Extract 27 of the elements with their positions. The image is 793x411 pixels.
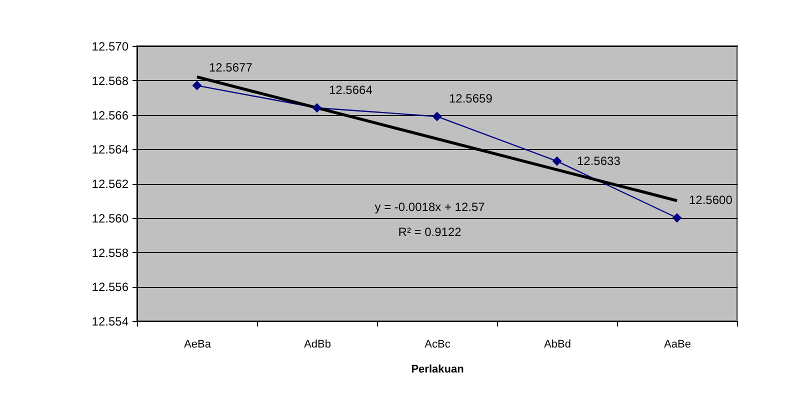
y-tick-label: 12.560	[92, 211, 129, 226]
data-label: 12.5633	[577, 154, 621, 168]
x-tick-label: AdBb	[304, 338, 331, 350]
y-tick-label: 12.568	[92, 74, 129, 88]
data-label: 12.5600	[689, 192, 733, 207]
x-tick-label: AbBd	[544, 338, 571, 350]
point	[192, 80, 202, 90]
point	[312, 103, 322, 113]
x-tick-label: AaBe	[664, 338, 691, 350]
point	[552, 156, 562, 166]
x-tick-label: AcBc	[424, 338, 451, 350]
annotation: y = -0.0018x + 12.57	[374, 200, 486, 214]
x-tick-label: AeBa	[184, 338, 212, 350]
y-tick-label: 12.570	[92, 40, 129, 54]
y-tick-label: 12.554	[92, 314, 129, 328]
x-axis-title: Perlakuan	[411, 364, 464, 376]
point	[672, 213, 682, 223]
y-tick-label: 12.564	[92, 142, 129, 157]
data-label: 12.5664	[329, 82, 373, 97]
y-tick-label: 12.566	[92, 108, 129, 122]
y-tick-label: 12.556	[92, 280, 129, 294]
data-label: 12.5677	[209, 60, 253, 75]
data-label: 12.5659	[449, 91, 493, 106]
y-tick-label: 12.562	[92, 177, 129, 191]
point	[432, 112, 442, 122]
annotation: R² = 0.9122	[398, 224, 462, 239]
y-tick-label: 12.558	[92, 246, 129, 260]
